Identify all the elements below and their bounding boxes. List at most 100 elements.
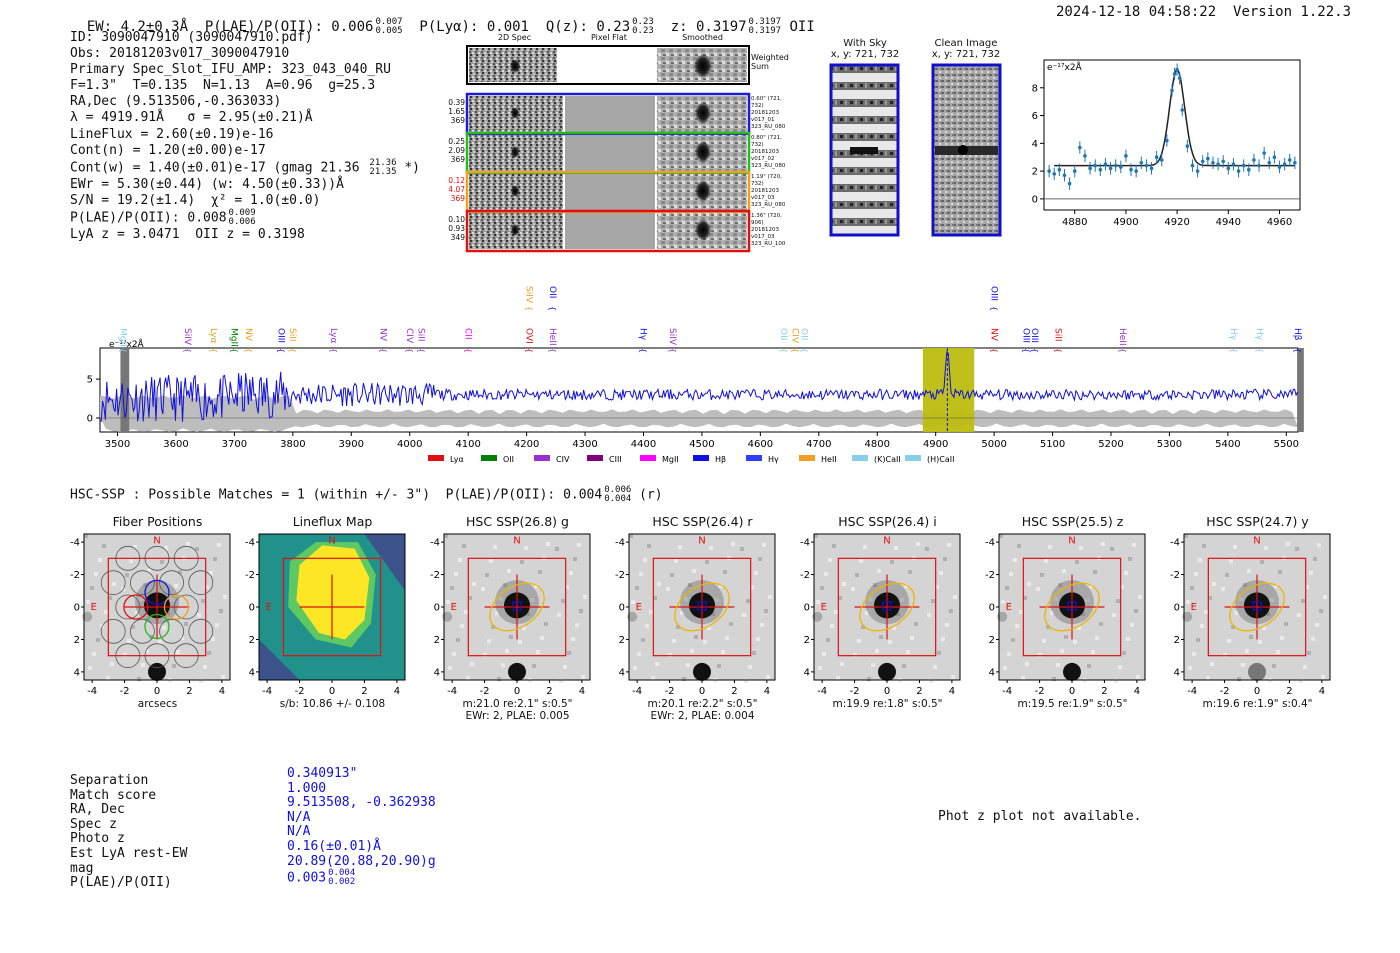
weighted-source [510,59,520,73]
cutout-x-tick-label: 4 [219,686,225,697]
cutout-noise-pixel [1266,612,1270,616]
cutout-noise-pixel [213,557,217,561]
fiber-circle-orange [163,594,190,620]
zoom-data-point [1165,138,1169,143]
spectrum-x-tick-label: 5300 [1157,439,1182,450]
cutout-noise-pixel [717,664,721,668]
info-params: F=1.3" T=0.135 N=1.13 A=0.96 g=25.3 [70,78,376,94]
stamp-source-smooth [695,219,711,241]
legend-label: (H)CaII [927,455,954,464]
cutout-x-tick-label: -4 [87,686,97,697]
cutout-x-tick-label: -4 [817,686,827,697]
cutout-noise-pixel [945,623,949,627]
zoom-data-point [1277,165,1282,169]
cutout-y-tick-label: -4 [70,538,80,549]
cutout-noise-pixel [147,569,151,573]
header-qz-hi: 0.23 [632,17,654,27]
cutout-noise-pixel [1188,666,1192,670]
cutout-noise-pixel [865,611,869,615]
cutout-noise-pixel [1212,582,1216,586]
cutout-galaxy-ellipse [489,582,545,632]
cutout-noise-pixel [1190,586,1194,590]
stamp-grid [465,45,751,253]
cutout-noise-pixel [219,609,223,613]
cutout-x-tick-label: -4 [632,686,642,697]
line-marker-tick: { [639,348,648,353]
cutout-noise-pixel [141,663,145,667]
cutout-noise-pixel [1136,675,1140,679]
fiber-circle [100,570,126,596]
spectrum-x-tick-label: 5500 [1274,439,1299,450]
cutout-noise-pixel [1048,545,1052,549]
cutout-noise-pixel [1299,679,1303,683]
match-labels: Separation Match score RA, Dec Spec z Ph… [70,773,187,891]
cutout-y-tick-label: 4 [619,667,625,678]
zoom-y-tick-label: 6 [1032,111,1038,122]
cutout-neighbor [693,662,711,681]
spectrum-error-band [100,395,1298,432]
line-marker-label: Hγ [1254,328,1264,341]
info-plae-text: P(LAE)/P(OII): 0.008 [70,210,227,226]
cutout-noise-pixel [88,666,92,670]
cutout-neighbor [1248,662,1266,681]
cutout-x-tick-label: -2 [850,686,860,697]
spectrum-x-tick-label: 4300 [572,439,597,450]
cutout-x-tick-label: -2 [665,686,675,697]
zoom-data-point [1129,167,1133,172]
cutout-neighbor [148,662,166,681]
zoom-y-tick-label: 8 [1032,83,1038,94]
cutout-title: HSC SSP(26.8) g [466,514,569,529]
cutout-noise-pixel [723,570,727,574]
cutout-noise-pixel [1005,586,1009,590]
zoom-x-tick-label: 4960 [1267,217,1292,228]
line-marker-label: SiII [416,328,426,342]
zoom-y-tick-label: 4 [1032,139,1038,150]
cutout-y-tick-label: 0 [989,603,995,614]
cutout-noise-pixel [941,637,945,641]
cutout-x-tick-label: 0 [1254,686,1260,697]
cutout-noise-pixel [143,583,147,587]
cutout-faint-source [627,611,638,622]
with-sky-source [850,147,878,154]
legend-label: Hβ [715,455,726,464]
cutout-noise-pixel [176,650,180,654]
cutout-noise-pixel [869,597,873,601]
line-marker-label: MgII [229,328,239,347]
zoom-data-point [1170,88,1174,93]
match-value: 0.003 0.004 0.002 [287,869,436,887]
cutout-noise-pixel [1003,666,1007,670]
cutout-noise-pixel [1056,663,1060,667]
cutout-noise-pixel [532,664,536,668]
cutout-x-tick-label: 0 [699,686,705,697]
cutout-noise-pixel [131,625,135,629]
cutout-y-tick-label: -2 [615,570,625,581]
cutout-x-tick-label: -4 [1002,686,1012,697]
cutout-noise-pixel [450,586,454,590]
cutout-noise-pixel [649,610,653,614]
cutout-title: HSC SSP(26.4) r [652,514,753,529]
cutout-noise-pixel [534,584,538,588]
cutout-noise-pixel [468,596,472,600]
cutout-noise-pixel [1007,652,1011,656]
line-marker-label: SiIV [182,328,192,346]
stamp-row-stat: 369 [450,155,465,164]
cutout-noise-pixel [158,640,162,644]
match-value: 9.513508, -0.362938 [287,795,436,811]
cutout-x-tick-label: -2 [480,686,490,697]
cutout-noise-pixel [721,650,725,654]
line-marker-tick: { [1030,348,1039,353]
stamp-row-stat: 0.39 [448,98,465,107]
cutout-noise-pixel [1023,596,1027,600]
info-radec: RA,Dec (9.513506,-0.363033) [70,94,282,110]
stamp-col-title: Smoothed [682,33,723,42]
clean-image-xy: x, y: 721, 732 [931,49,1001,60]
cutout-noise-pixel [207,651,211,655]
cutout-noise-pixel [211,637,215,641]
cutout-noise-pixel [707,626,711,630]
cutout-noise-pixel [816,600,820,604]
cutout-noise-pixel [680,611,684,615]
line-marker-label: Lyα [328,328,338,344]
cutout-noise-pixel [1237,677,1241,681]
spectrum-flux-line [100,350,1298,422]
cutout-noise-pixel [668,653,672,657]
